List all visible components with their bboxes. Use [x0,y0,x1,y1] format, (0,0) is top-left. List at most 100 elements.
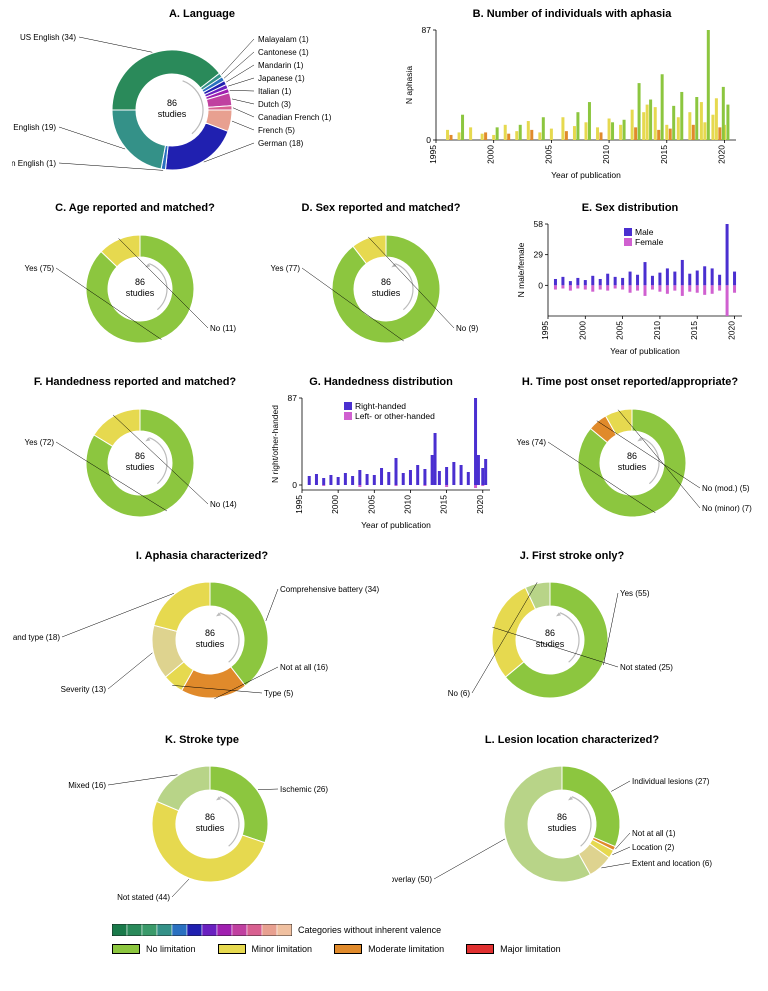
svg-text:86: 86 [167,98,177,108]
svg-text:0: 0 [538,280,543,290]
legend-label: Minor limitation [252,944,313,954]
svg-text:Year of publication: Year of publication [551,170,621,180]
donut-c: 86studiesYes (75)No (11) [12,214,258,364]
panel-b-title: B. Number of individuals with aphasia [392,8,752,20]
svg-text:studies: studies [158,109,187,119]
svg-text:2000: 2000 [577,321,587,340]
legend-noval: Categories without inherent valence [112,924,756,936]
svg-text:0: 0 [426,135,431,145]
legend-label: No limitation [146,944,196,954]
donut-i: 86studiesComprehensive battery (34)Not a… [12,562,392,722]
svg-text:Yes (75): Yes (75) [25,264,55,273]
panel-l-title: L. Lesion location characterized? [392,734,752,746]
svg-text:87: 87 [288,393,298,403]
svg-text:86: 86 [381,277,391,287]
svg-text:No (minor) (7): No (minor) (7) [702,504,752,513]
svg-text:Type (5): Type (5) [264,689,294,698]
svg-text:Female: Female [635,237,664,247]
figure-page: A. Language 86studiesMalayalam (1)Canton… [0,0,768,966]
barchart-g: 087199520002005201020152020Year of publi… [258,388,504,538]
svg-text:US English (34): US English (34) [20,33,76,42]
svg-text:2000: 2000 [330,495,340,514]
svg-text:Year of publication: Year of publication [610,346,680,356]
svg-text:Mixed (16): Mixed (16) [68,781,106,790]
legend-item: Moderate limitation [334,944,444,954]
svg-text:2005: 2005 [366,495,376,514]
panel-a-title: A. Language [12,8,392,20]
legend-noval-label: Categories without inherent valence [298,925,441,935]
legend-bottom: Categories without inherent valence No l… [12,924,756,954]
panel-a: A. Language 86studies Malayalam (1) Canton… [12,8,392,198]
svg-text:N right/other-handed: N right/other-handed [270,405,280,483]
panel-g: G. Handedness distribution 0 87 1995 2000 20… [258,376,504,546]
panel-l: L. Lesion location characterized? 86stud… [392,734,752,914]
panel-j-title: J. First stroke only? [392,550,752,562]
legend-item: Minor limitation [218,944,313,954]
svg-text:studies: studies [618,462,647,472]
svg-text:29: 29 [534,250,544,260]
panel-c-title: C. Age reported and matched? [12,202,258,214]
svg-text:86: 86 [135,451,145,461]
svg-text:Ischemic (26): Ischemic (26) [280,785,328,794]
svg-text:Not stated (44): Not stated (44) [117,893,170,902]
donut-l: 86studiesIndividual lesions (27)Not at a… [392,746,752,906]
svg-text:86: 86 [557,812,567,822]
svg-text:86: 86 [205,628,215,638]
svg-text:Extent and location (6): Extent and location (6) [632,859,712,868]
svg-text:Location (2): Location (2) [632,843,675,852]
legend-swatch [466,944,494,954]
svg-text:Cantonese (1): Cantonese (1) [258,48,309,57]
svg-text:studies: studies [372,288,401,298]
panel-e: E. Sex distribution 29058199520002005201… [504,202,756,372]
svg-text:studies: studies [126,462,155,472]
row-5: K. Stroke type 86studiesIschemic (26)Not… [12,734,756,914]
svg-text:0: 0 [292,480,297,490]
svg-text:No (11): No (11) [210,324,236,333]
svg-text:Right-handed: Right-handed [355,401,406,411]
svg-text:studies: studies [536,639,565,649]
panel-k-title: K. Stroke type [12,734,392,746]
svg-text:Not at all (1): Not at all (1) [632,829,676,838]
svg-text:Male: Male [635,227,654,237]
svg-text:2010: 2010 [652,321,662,340]
svg-text:Malayalam (1): Malayalam (1) [258,35,309,44]
row-2: C. Age reported and matched? 86studies Ye… [12,202,756,372]
svg-text:1995: 1995 [294,495,304,514]
svg-text:87: 87 [422,25,432,35]
row-4: I. Aphasia characterized? 86studiesCompr… [12,550,756,730]
svg-text:1995: 1995 [540,321,550,340]
panel-h: H. Time post onset reported/appropriate?… [504,376,756,546]
svg-text:N male/female: N male/female [516,242,526,297]
panel-i: I. Aphasia characterized? 86studiesCompr… [12,550,392,730]
svg-text:2010: 2010 [601,145,611,164]
legend-swatch [334,944,362,954]
panel-j: J. First stroke only? 86studiesYes (55)N… [392,550,752,730]
svg-text:studies: studies [196,639,225,649]
panel-h-title: H. Time post onset reported/appropriate? [504,376,756,388]
panel-d: D. Sex reported and matched? 86studiesYe… [258,202,504,372]
svg-text:58: 58 [534,219,544,229]
svg-text:Left- or other-handed: Left- or other-handed [355,411,435,421]
svg-text:Not stated (25): Not stated (25) [620,663,673,672]
legend-swatch [112,944,140,954]
legend-item: Major limitation [466,944,561,954]
barchart-b: 087199520002005201020152020Year of publi… [392,20,752,195]
svg-text:Year of publication: Year of publication [361,520,431,530]
svg-text:Comprehensive battery (34): Comprehensive battery (34) [280,585,379,594]
svg-text:2000: 2000 [486,145,496,164]
panel-g-title: G. Handedness distribution [258,376,504,388]
svg-text:Italian (1): Italian (1) [258,87,292,96]
legend-valence: No limitation Minor limitation Moderate li… [112,944,756,954]
row-3: F. Handedness reported and matched? 86st… [12,376,756,546]
svg-text:Australian English (1): Australian English (1) [12,159,56,168]
row-1: A. Language 86studies Malayalam (1) Canton… [12,8,756,198]
svg-text:No (6): No (6) [448,689,471,698]
svg-text:2010: 2010 [402,495,412,514]
svg-text:Severity (13): Severity (13) [61,685,107,694]
donut-f: 86studiesYes (72)No (14) [12,388,258,538]
svg-text:Mandarin (1): Mandarin (1) [258,61,304,70]
svg-text:French (5): French (5) [258,126,295,135]
panel-c: C. Age reported and matched? 86studiesYe… [12,202,258,372]
svg-text:No (9): No (9) [456,324,479,333]
panel-e-title: E. Sex distribution [504,202,756,214]
